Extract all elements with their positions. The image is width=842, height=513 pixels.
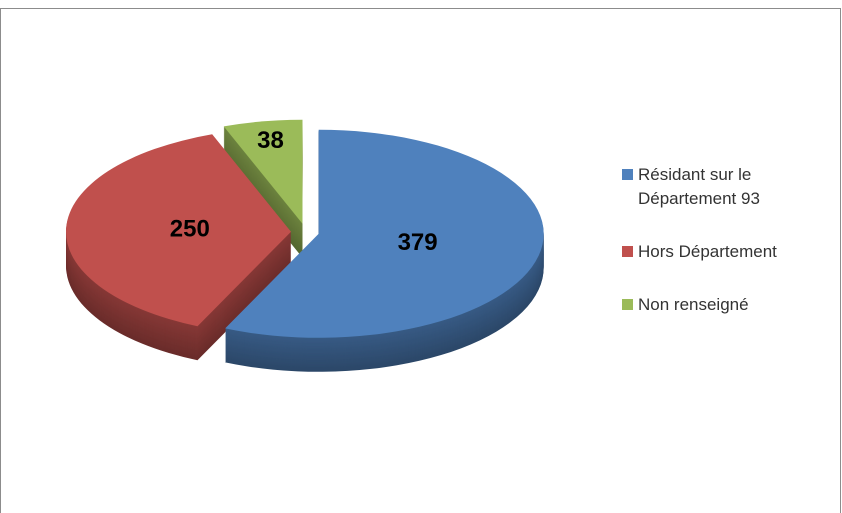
slice: [66, 134, 292, 327]
chart-border: [0, 8, 841, 513]
data-label: 38: [257, 127, 284, 154]
legend-swatch: [622, 299, 633, 310]
legend: Résidant sur le Département 93 Hors Dépar…: [622, 163, 832, 346]
legend-swatch: [622, 246, 633, 257]
slice: [223, 119, 303, 224]
data-label: 379: [398, 229, 438, 256]
legend-item: Résidant sur le Département 93: [622, 163, 832, 211]
legend-item: Hors Département: [622, 240, 832, 264]
legend-label: Résidant sur le Département 93: [638, 165, 760, 208]
slice: [225, 129, 544, 338]
legend-label: Non renseigné: [638, 295, 749, 314]
legend-label: Hors Département: [638, 242, 777, 261]
legend-swatch: [622, 169, 633, 180]
data-label: 250: [170, 215, 210, 242]
legend-item: Non renseigné: [622, 293, 832, 317]
